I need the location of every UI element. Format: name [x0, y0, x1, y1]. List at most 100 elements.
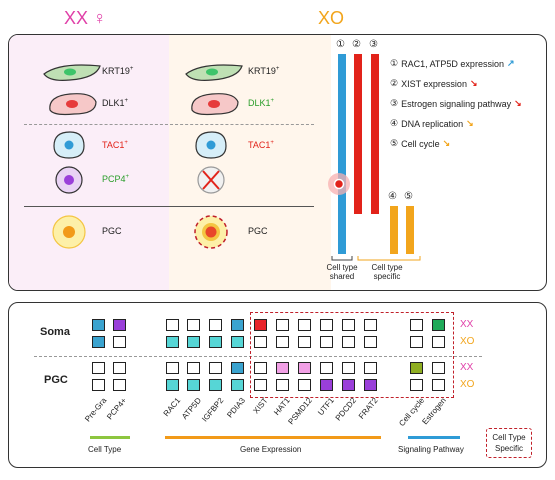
- legend-item-1: ① RAC1, ATP5D expression ↗: [390, 58, 515, 69]
- arrow-down-icon: ↘: [466, 118, 474, 128]
- expression-cell: [342, 379, 355, 391]
- bar-number-2: ②: [352, 39, 361, 50]
- expression-bars: [328, 54, 421, 261]
- tac1-cell-xo: [195, 131, 227, 159]
- expression-cell: [364, 379, 377, 391]
- gene-expression-group-line: [165, 436, 381, 439]
- pgc-cell-xo: [194, 215, 228, 249]
- expression-cell: [342, 362, 355, 374]
- expression-cell: [276, 319, 289, 331]
- highlight-dot: [333, 178, 345, 190]
- expression-cell: [432, 336, 445, 348]
- shared-bracket: [331, 256, 353, 261]
- arrow-up-icon: ↗: [506, 58, 515, 68]
- expression-cell: [364, 319, 377, 331]
- pgc-label-xo: PGC: [248, 226, 268, 236]
- cell-type-specific-label: Cell type specific: [371, 263, 403, 281]
- pcp4-label-xx: PCP4+: [102, 174, 130, 184]
- bar-number-1: ①: [336, 39, 345, 50]
- legend-item-5: ⑤ Cell cycle ↘: [390, 138, 451, 149]
- expression-cell: [166, 319, 179, 331]
- expression-cell: [113, 379, 126, 391]
- arrow-down-icon: ↘: [514, 98, 522, 108]
- krt19-cell-xx: [43, 64, 101, 81]
- expression-cell: [187, 362, 200, 374]
- expression-cell: [254, 319, 267, 331]
- tac1-label-xx: TAC1+: [102, 140, 128, 150]
- solid-divider: [24, 206, 314, 207]
- legend-item-4: ④ DNA replication ↘: [390, 118, 474, 129]
- legend-item-2: ② XIST expression ↘: [390, 78, 478, 89]
- expression-cell: [231, 362, 244, 374]
- signaling-group-line: [408, 436, 460, 439]
- bar-number-3: ③: [369, 39, 378, 50]
- expression-cell: [254, 379, 267, 391]
- expression-cell: [320, 379, 333, 391]
- expression-cell: [276, 362, 289, 374]
- expression-cell: [113, 336, 126, 348]
- expression-cell: [432, 362, 445, 374]
- krt19-cell-xo: [185, 64, 243, 81]
- expression-cell: [320, 362, 333, 374]
- xo-title: XO: [318, 8, 345, 28]
- pgc-cell-xx: [52, 215, 86, 249]
- expression-cell: [209, 362, 222, 374]
- expression-cell: [231, 379, 244, 391]
- pgc-row-label: PGC: [44, 374, 68, 386]
- specific-bracket: [357, 256, 421, 261]
- krt19-label-xx: KRT19+: [102, 66, 134, 76]
- cell-type-group-label: Cell Type: [88, 445, 122, 454]
- expression-cell: [231, 336, 244, 348]
- dlk1-cell-xo: [191, 93, 239, 116]
- panel-a-cells: [43, 64, 243, 249]
- side-label-xx-soma: XX: [460, 319, 474, 330]
- bar-2: [354, 54, 362, 214]
- expression-cell: [209, 319, 222, 331]
- expression-cell: [320, 336, 333, 348]
- bar-number-5: ⑤: [404, 191, 413, 202]
- expression-cell: [209, 379, 222, 391]
- side-label-xo-pgc: XO: [460, 379, 475, 390]
- bar-5: [406, 206, 414, 254]
- expression-cell: [298, 319, 311, 331]
- expression-cell: [166, 336, 179, 348]
- dashed-divider: [24, 124, 314, 125]
- bar-number-4: ④: [388, 191, 397, 202]
- expression-cell: [410, 379, 423, 391]
- tac1-cell-xx: [53, 131, 85, 159]
- expression-cell: [187, 319, 200, 331]
- dlk1-label-xo: DLK1+: [248, 98, 275, 108]
- expression-cell: [92, 362, 105, 374]
- signaling-group-label: Signaling Pathway: [398, 445, 464, 454]
- panel-a-legend: ① RAC1, ATP5D expression ↗ ② XIST expressio…: [390, 58, 522, 149]
- expression-cell: [209, 336, 222, 348]
- expression-cell: [364, 336, 377, 348]
- bar-3: [371, 54, 379, 214]
- xx-background: [9, 35, 169, 290]
- arrow-down-icon: ↘: [442, 138, 451, 148]
- panel-b: [8, 302, 547, 468]
- expression-cell: [92, 336, 105, 348]
- dlk1-cell-xx: [49, 93, 97, 116]
- expression-cell: [254, 336, 267, 348]
- expression-cell: [320, 319, 333, 331]
- expression-cell: [113, 319, 126, 331]
- expression-cell: [92, 379, 105, 391]
- arrow-down-icon: ↘: [469, 78, 478, 88]
- tac1-label-xo: TAC1+: [248, 140, 274, 150]
- expression-cell: [166, 362, 179, 374]
- cell-type-specific-region: [250, 312, 454, 398]
- side-label-xx-pgc: XX: [460, 362, 474, 373]
- expression-cell: [342, 319, 355, 331]
- side-label-xo-soma: XO: [460, 336, 475, 347]
- expression-cell: [432, 379, 445, 391]
- gene-expression-group-label: Gene Expression: [240, 445, 302, 454]
- expression-cell: [113, 362, 126, 374]
- expression-cell: [92, 319, 105, 331]
- expression-cell: [410, 362, 423, 374]
- bar-1: [338, 54, 346, 254]
- pcp4-absent-xo: [197, 166, 225, 194]
- legend-item-3: ③ Estrogen signaling pathway ↘: [390, 98, 522, 109]
- xx-title: XX ♀: [64, 8, 107, 28]
- expression-cell: [231, 319, 244, 331]
